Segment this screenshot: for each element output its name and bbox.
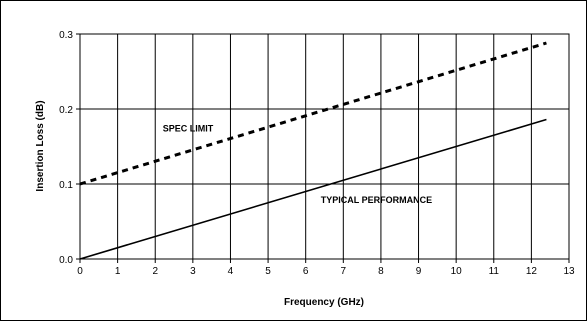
x-tick-label: 2 <box>152 266 158 277</box>
spec-limit-line <box>79 41 547 186</box>
x-tick-label: 6 <box>303 266 309 277</box>
y-axis-title: Insertion Loss (dB) <box>35 100 46 191</box>
y-tick-label: 0.2 <box>59 105 73 116</box>
x-tick-label: 4 <box>228 266 234 277</box>
x-tick-labels: 0 1 2 3 4 5 6 7 8 9 10 11 12 13 <box>77 266 575 277</box>
series-lines <box>79 41 547 260</box>
annotations: SPEC LIMIT TYPICAL PERFORMANCE <box>163 124 432 205</box>
y-tick-label: 0.1 <box>59 180 73 191</box>
annotation-label: TYPICAL PERFORMANCE <box>321 195 432 205</box>
x-tick-label: 0 <box>77 266 83 277</box>
x-tick-label: 10 <box>451 266 463 277</box>
x-tick-label: 3 <box>190 266 196 277</box>
x-tick-label: 9 <box>416 266 422 277</box>
x-tick-label: 12 <box>526 266 538 277</box>
x-axis-title: Frequency (GHz) <box>284 297 364 308</box>
x-tick-label: 5 <box>265 266 271 277</box>
plot-area <box>79 33 570 260</box>
y-tick-labels: 0.0 0.1 0.2 0.3 <box>59 30 73 266</box>
x-tick-label: 1 <box>115 266 121 277</box>
x-tick-label: 7 <box>341 266 347 277</box>
x-tick-label: 13 <box>563 266 575 277</box>
x-tick-label: 11 <box>489 266 500 277</box>
grid <box>76 33 570 263</box>
y-tick-label: 0.3 <box>59 30 73 41</box>
y-tick-label: 0.0 <box>59 255 73 266</box>
x-tick-label: 8 <box>378 266 384 277</box>
annotation-label: SPEC LIMIT <box>163 124 214 134</box>
typical-performance-line <box>79 118 547 260</box>
